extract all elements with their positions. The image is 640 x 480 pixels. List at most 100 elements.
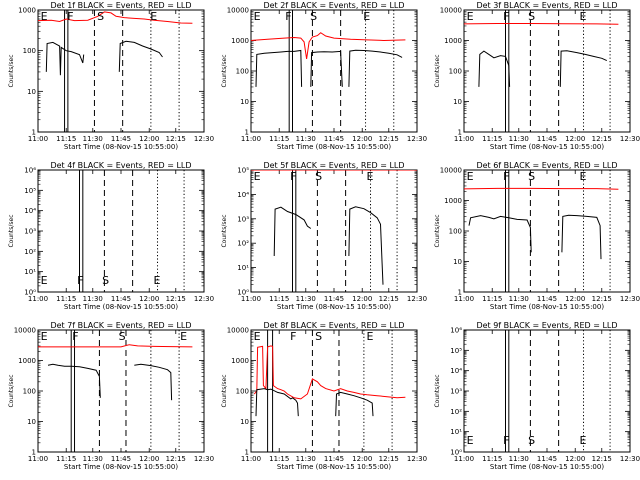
chart-title: Det 6f BLACK = Events, RED = LLD (476, 161, 617, 170)
y-axis-label: Counts/sec (221, 214, 228, 247)
plot-area (464, 170, 619, 292)
x-axis-label: Start Time (08-Nov-15 10:55:00) (277, 143, 391, 151)
plot-area (38, 330, 193, 452)
chart-title: Det 4f BLACK = Events, RED = LLD (50, 161, 191, 170)
y-tick-label: 10³ (24, 228, 36, 236)
x-tick-label: 11:00 (28, 295, 48, 303)
x-tick-label: 12:00 (139, 295, 159, 303)
panel-det-4: Det 4f BLACK = Events, RED = LLD 10⁰ 10¹ 10… (8, 161, 214, 311)
x-tick-label: 12:15 (592, 295, 612, 303)
panel-det-1: Det 1f BLACK = Events, RED = LLD 1 10 100 10… (8, 1, 214, 151)
y-axis-label: Counts/sec (221, 54, 228, 87)
x-tick-label: 11:15 (269, 455, 289, 463)
plot-area (38, 10, 193, 132)
phase-marker-e: E (467, 170, 474, 183)
series-lld-line (38, 344, 193, 348)
y-tick-label: 10⁰ (24, 289, 36, 297)
x-tick-label: 11:30 (83, 455, 103, 463)
series-events-line (118, 40, 163, 72)
x-tick-label: 12:15 (166, 135, 186, 143)
x-tick-label: 11:15 (482, 295, 502, 303)
plot-area (79, 170, 185, 292)
x-tick-label: 11:00 (241, 295, 261, 303)
x-tick-label: 12:30 (194, 135, 214, 143)
series-lld-line (464, 187, 619, 190)
series-events-line (255, 388, 299, 417)
x-tick-label: 12:30 (620, 135, 640, 143)
phase-marker-f: F (503, 10, 509, 23)
plot-frame (463, 9, 631, 133)
x-tick-label: 12:00 (565, 295, 585, 303)
x-tick-label: 12:00 (352, 295, 372, 303)
panel-det-7: Det 7f BLACK = Events, RED = LLD 1 10 100 10… (8, 321, 214, 471)
y-tick-label: 10² (450, 408, 462, 416)
x-tick-label: 11:45 (537, 455, 557, 463)
y-tick-label: 1 (458, 289, 462, 297)
x-tick-label: 11:45 (537, 295, 557, 303)
x-tick-label: 11:15 (482, 455, 502, 463)
x-tick-label: 11:00 (454, 135, 474, 143)
y-tick-label: 10000 (227, 7, 249, 15)
panel-det-8: Det 8f BLACK = Events, RED = LLD 1 10 100 10… (221, 321, 427, 471)
plot-frame (250, 9, 418, 133)
x-tick-label: 12:30 (407, 135, 427, 143)
y-tick-label: 100 (236, 388, 249, 396)
y-tick-label: 10⁶ (450, 327, 462, 335)
x-tick-label: 12:15 (166, 295, 186, 303)
series-lld-line (38, 11, 193, 24)
phase-marker-s: S (102, 274, 109, 287)
x-tick-label: 12:30 (194, 455, 214, 463)
x-axis-label: Start Time (08-Nov-15 10:55:00) (490, 463, 604, 471)
phase-marker-e: E (580, 170, 587, 183)
series-events-line (255, 49, 303, 87)
x-axis-label: Start Time (08-Nov-15 10:55:00) (490, 303, 604, 311)
plot-area (464, 10, 619, 132)
y-tick-label: 10⁵ (450, 347, 462, 355)
series-events-line (348, 206, 384, 285)
x-tick-label: 12:00 (565, 135, 585, 143)
x-tick-label: 11:45 (324, 135, 344, 143)
panel-det-5: Det 5f BLACK = Events, RED = LLD 10⁰ 10¹ 10… (221, 161, 427, 311)
series-lld-line (464, 23, 619, 25)
x-tick-label: 11:30 (296, 295, 316, 303)
x-tick-label: 11:15 (56, 295, 76, 303)
phase-marker-e: E (367, 170, 374, 183)
plot-frame (37, 169, 205, 293)
y-axis-label: Counts/sec (8, 374, 15, 407)
x-tick-label: 11:45 (111, 135, 131, 143)
phase-marker-e: E (254, 10, 261, 23)
phase-marker-s: S (528, 10, 535, 23)
x-tick-label: 11:15 (56, 135, 76, 143)
x-tick-label: 11:45 (324, 295, 344, 303)
phase-marker-e: E (367, 330, 374, 343)
series-events-line (559, 50, 608, 87)
y-tick-label: 1000 (444, 37, 462, 45)
y-axis-label: Counts/sec (434, 54, 441, 87)
y-tick-label: 1 (245, 129, 249, 137)
x-tick-label: 12:30 (407, 295, 427, 303)
panel-det-6: Det 6f BLACK = Events, RED = LLD 1 10 100 10… (434, 161, 640, 311)
phase-marker-e: E (41, 274, 48, 287)
x-tick-label: 11:00 (241, 455, 261, 463)
series-events-line (478, 50, 511, 87)
y-tick-label: 10000 (440, 7, 462, 15)
x-tick-label: 11:45 (324, 455, 344, 463)
y-tick-label: 10000 (440, 167, 462, 175)
y-tick-label: 10¹ (237, 264, 249, 272)
y-axis-label: Counts/sec (434, 374, 441, 407)
y-axis-label: Counts/sec (221, 374, 228, 407)
y-tick-label: 10⁰ (237, 289, 249, 297)
y-tick-label: 1000 (18, 357, 36, 365)
phase-marker-s: S (528, 170, 535, 183)
series-events-line (348, 49, 403, 87)
y-tick-label: 10⁴ (237, 191, 249, 199)
phase-marker-e: E (154, 274, 161, 287)
x-tick-label: 11:00 (454, 295, 474, 303)
x-tick-label: 12:00 (139, 455, 159, 463)
panel-det-2: Det 2f BLACK = Events, RED = LLD 1 10 100 10… (221, 1, 427, 151)
plot-area (251, 170, 417, 292)
phase-marker-e: E (150, 10, 157, 23)
y-tick-label: 10³ (237, 215, 249, 223)
x-tick-label: 12:15 (592, 135, 612, 143)
phase-marker-e: E (580, 10, 587, 23)
